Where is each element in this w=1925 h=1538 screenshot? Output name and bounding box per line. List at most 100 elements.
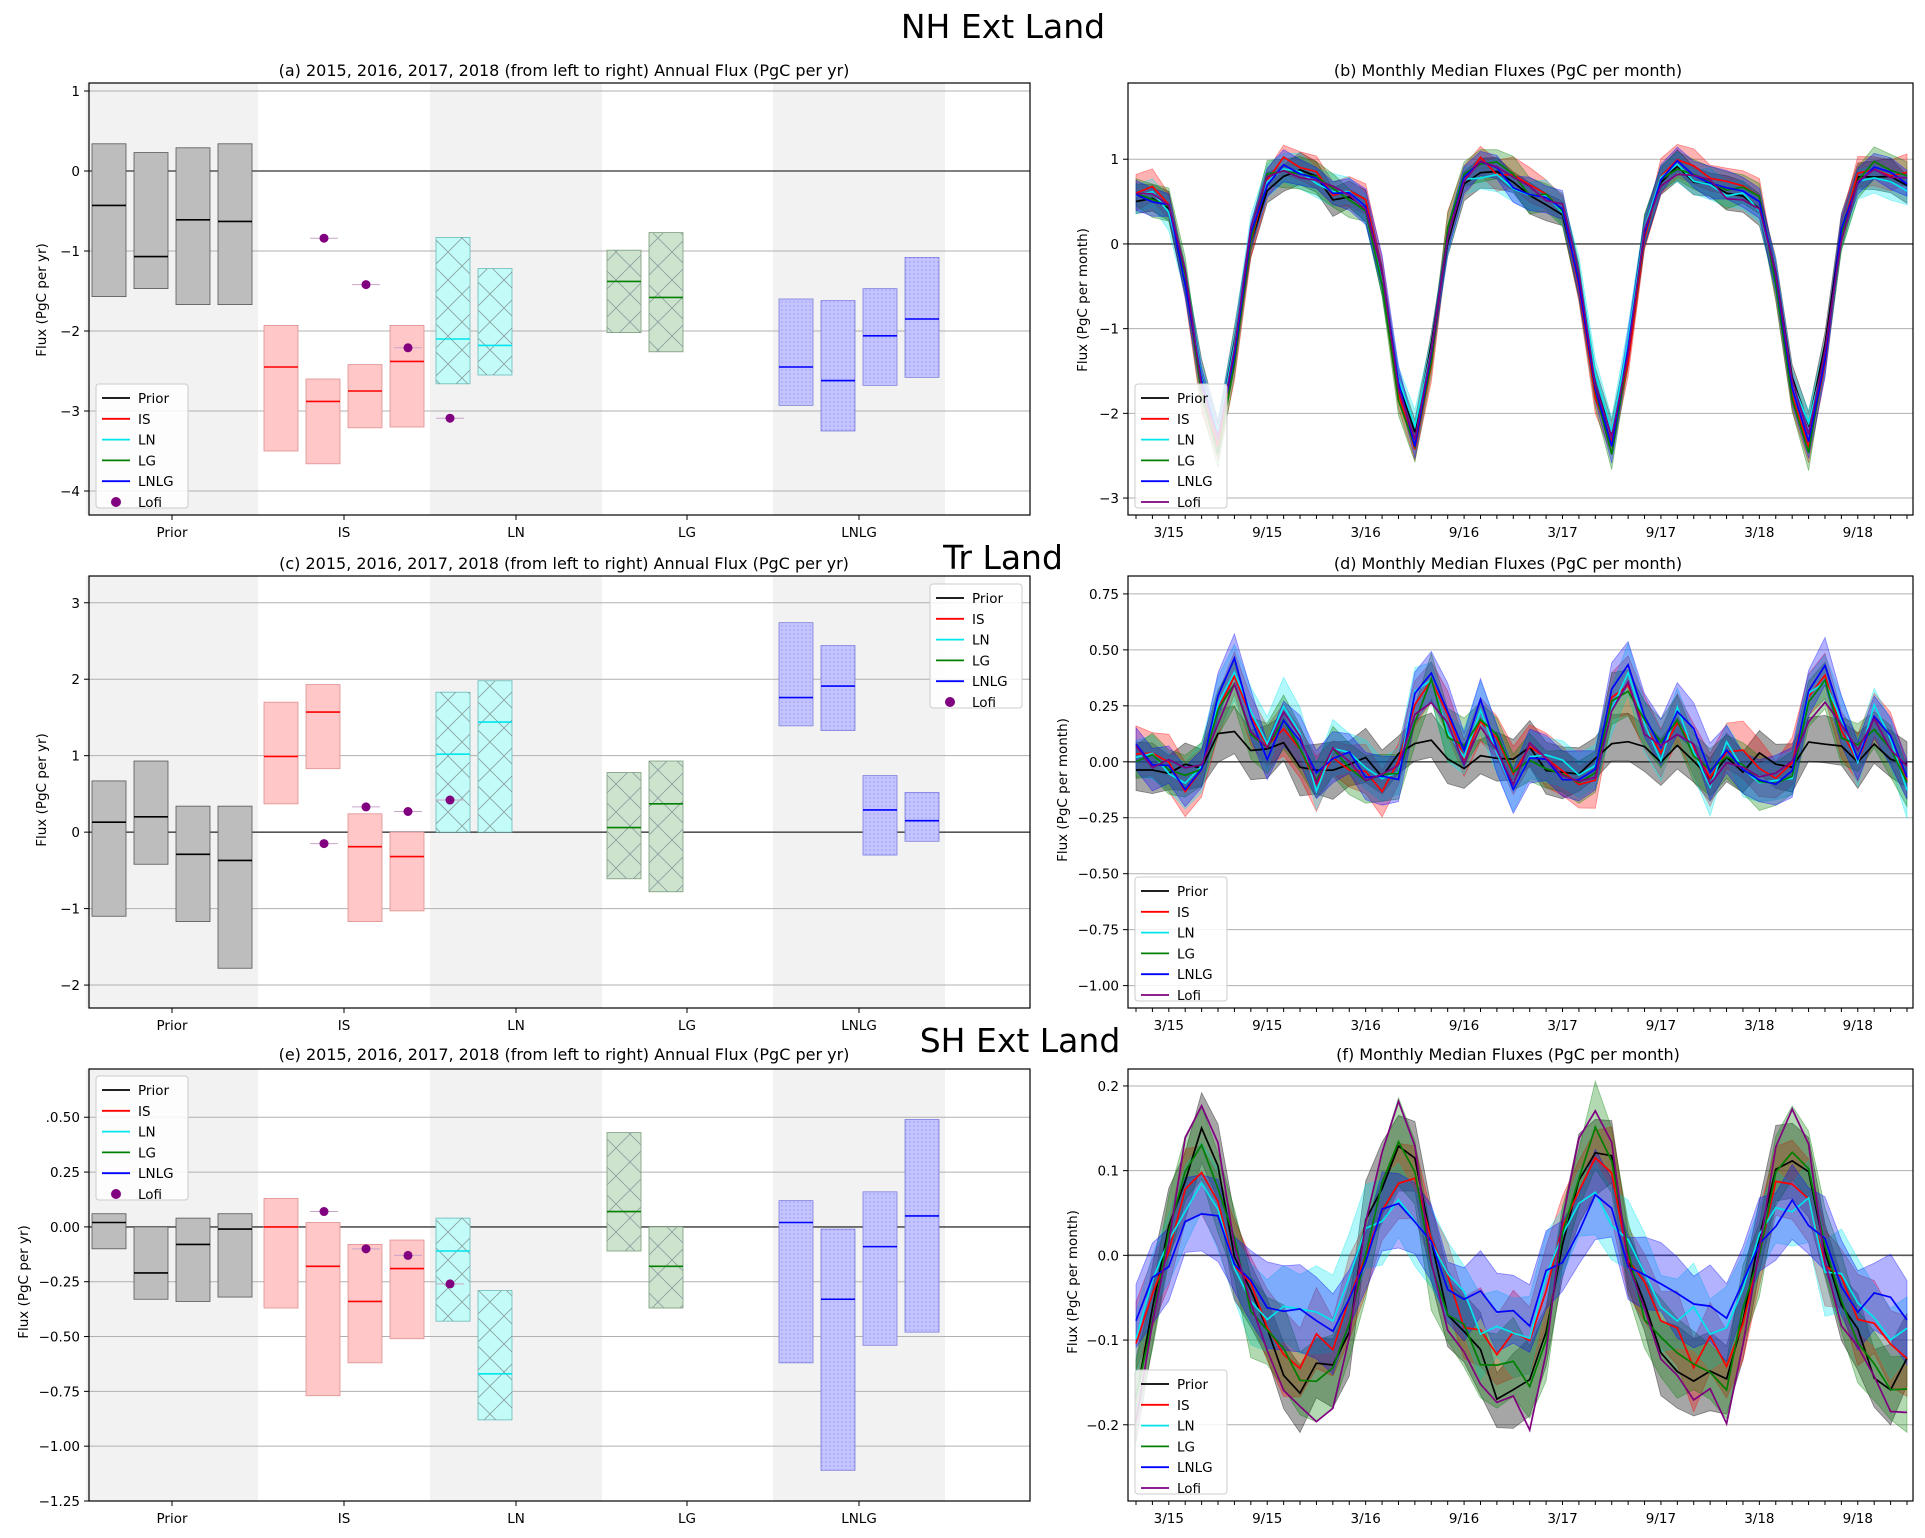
series-line-lnlg	[1135, 655, 1908, 792]
series-line-lofi	[1135, 679, 1908, 787]
box-stipple	[905, 792, 939, 842]
box-prior	[133, 152, 169, 290]
y-axis-label-a: Flux (PgC per yr)	[34, 243, 50, 357]
box-prior	[175, 1217, 211, 1302]
legend-label-prior: Prior	[138, 391, 169, 407]
y-axis-label-f: Flux (PgC per month)	[1065, 1210, 1081, 1354]
x-tick-label: LNLG	[841, 1018, 877, 1034]
legend-label-lofi: Lofi	[1177, 495, 1201, 511]
x-tick-label: 9/17	[1646, 1511, 1676, 1527]
x-tick-label: IS	[338, 1511, 351, 1527]
legend-label-is: IS	[1177, 1398, 1190, 1414]
x-tick-label: 9/18	[1843, 1511, 1873, 1527]
x-tick-label: 3/16	[1350, 525, 1380, 541]
x-tick-label: 3/18	[1744, 1018, 1774, 1034]
y-tick-label: −0.50	[39, 1330, 80, 1346]
x-tick-label: LN	[507, 1511, 525, 1527]
legend-label-lg: LG	[972, 653, 990, 669]
lofi-point	[445, 413, 455, 423]
legend-box	[1134, 1369, 1228, 1495]
lofi-point	[445, 795, 455, 805]
x-tick-label: 3/16	[1350, 1511, 1380, 1527]
box-prior	[91, 780, 127, 917]
x-tick-label: LN	[507, 1018, 525, 1034]
legend-label-lnlg: LNLG	[138, 474, 174, 490]
lofi-point	[361, 1244, 371, 1254]
legend-label-lofi: Lofi	[1177, 1481, 1201, 1497]
lofi-point	[403, 343, 413, 353]
y-tick-label: −2	[60, 978, 80, 994]
panel-title-e: (e) 2015, 2016, 2017, 2018 (from left to…	[279, 1045, 850, 1064]
legend-label-ln: LN	[138, 433, 156, 449]
y-tick-label: 0.00	[1089, 755, 1119, 771]
y-tick-label: −0.50	[1078, 867, 1119, 883]
x-tick-label: 3/15	[1154, 525, 1184, 541]
y-tick-label: 1	[1110, 152, 1119, 168]
x-tick-label: LG	[678, 1018, 696, 1034]
box-is	[389, 831, 425, 912]
lofi-point	[403, 806, 413, 816]
box-hatch	[478, 1290, 512, 1420]
y-axis-label-d: Flux (PgC per month)	[1055, 718, 1071, 862]
box-is	[305, 378, 341, 465]
uncertainty-band-lnlg	[1135, 146, 1908, 464]
box-hatch	[478, 268, 512, 375]
y-tick-label: −0.75	[1078, 923, 1119, 939]
y-tick-label: 0.2	[1098, 1079, 1119, 1095]
legend-marker-lofi	[111, 497, 121, 507]
legend-label-is: IS	[972, 612, 985, 628]
x-tick-label: 3/17	[1547, 1018, 1577, 1034]
box-is	[305, 684, 341, 770]
x-tick-label: 9/18	[1843, 525, 1873, 541]
box-hatch	[478, 680, 512, 833]
y-tick-label: −1	[60, 902, 80, 918]
box-stipple	[779, 1200, 813, 1363]
legend-label-lg: LG	[1177, 1439, 1195, 1455]
legend-label-lnlg: LNLG	[1177, 967, 1213, 983]
box-prior	[217, 805, 253, 969]
lofi-point	[361, 802, 371, 812]
box-stipple	[821, 645, 855, 731]
panel-title-b: (b) Monthly Median Fluxes (PgC per month…	[1334, 61, 1682, 80]
axes-frame	[88, 1068, 1031, 1502]
legend-marker-lofi	[111, 1189, 121, 1199]
box-stipple	[905, 257, 939, 378]
box-stipple	[779, 299, 813, 406]
y-tick-label: 3	[71, 596, 80, 612]
y-tick-label: 0.00	[50, 1220, 80, 1236]
panel-nh-monthly: (b) Monthly Median Fluxes (PgC per month…	[1075, 61, 1914, 541]
box-prior	[175, 805, 211, 923]
legend-label-ln: LN	[138, 1125, 156, 1141]
series-line-prior	[1136, 730, 1908, 780]
legend-box	[1134, 383, 1228, 509]
box-stipple	[863, 775, 897, 856]
x-tick-label: LNLG	[841, 1511, 877, 1527]
y-tick-label: 0	[71, 164, 80, 180]
box-stipple	[821, 1229, 855, 1471]
box-prior	[217, 1213, 253, 1298]
legend-label-ln: LN	[1177, 1419, 1195, 1435]
x-tick-label: 9/15	[1252, 525, 1282, 541]
axes-frame	[1127, 575, 1914, 1009]
series-line-lnlg	[1135, 1193, 1908, 1333]
x-tick-label: 9/16	[1449, 1511, 1479, 1527]
y-tick-label: −1.25	[39, 1494, 80, 1510]
legend-label-lofi: Lofi	[1177, 988, 1201, 1004]
x-tick-label: Prior	[156, 1018, 187, 1034]
y-tick-label: −1	[60, 244, 80, 260]
uncertainty-band-lnlg	[1135, 632, 1908, 815]
panel-title-a: (a) 2015, 2016, 2017, 2018 (from left to…	[279, 61, 850, 80]
region-title-tr: Tr Land	[942, 538, 1063, 577]
axes-frame	[1127, 82, 1914, 516]
y-tick-label: 0.75	[1089, 587, 1119, 603]
x-tick-label: 9/16	[1449, 1018, 1479, 1034]
x-tick-label: LG	[678, 525, 696, 541]
y-tick-label: −0.25	[1078, 811, 1119, 827]
lofi-point	[361, 280, 371, 290]
uncertainty-band-prior	[1135, 1091, 1908, 1443]
x-tick-label: 3/18	[1744, 1511, 1774, 1527]
legend-label-lnlg: LNLG	[1177, 474, 1213, 490]
legend-label-lnlg: LNLG	[138, 1166, 174, 1182]
y-tick-label: −1	[1099, 322, 1119, 338]
box-hatch	[649, 761, 683, 892]
